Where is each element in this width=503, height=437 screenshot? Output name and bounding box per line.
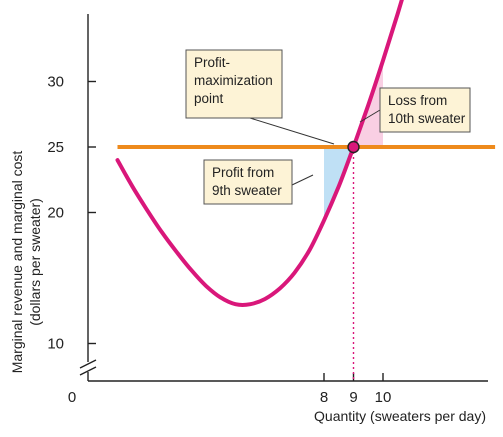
anno-profit-from-9th-sweater-text-0: Profit from xyxy=(212,165,274,180)
x-tick-label-8: 8 xyxy=(320,389,328,406)
x-ticks: 0 8 9 10 xyxy=(68,373,392,406)
profit-maximization-point-marker xyxy=(348,142,359,153)
anno-profit-maximization-point-text-2: point xyxy=(194,91,224,106)
mc-curve xyxy=(118,0,413,305)
anno-profit-maximization-point-text-0: Profit- xyxy=(194,55,230,70)
anno-profit-from-9th-sweater: Profit from 9th sweater xyxy=(204,160,313,204)
anno-profit-maximization-point-text-1: maximization xyxy=(194,73,273,88)
x-tick-label-0: 0 xyxy=(68,389,76,406)
y-axis-label-line-2: (dollars per sweater) xyxy=(27,198,43,326)
y-tick-label-25: 25 xyxy=(47,139,64,156)
y-tick-label-30: 30 xyxy=(47,74,64,91)
x-tick-label-10: 10 xyxy=(375,389,392,406)
y-tick-label-10: 10 xyxy=(47,336,64,353)
anno-profit-from-9th-sweater-leader xyxy=(292,175,313,185)
guide-lines xyxy=(348,142,359,382)
anno-loss-from-10th-sweater-text-1: 10th sweater xyxy=(388,111,466,126)
x-tick-label-9: 9 xyxy=(349,389,357,406)
y-tick-label-20: 20 xyxy=(47,205,64,222)
anno-profit-maximization-point-leader xyxy=(250,118,334,144)
x-axis-label: Quantity (sweaters per day) xyxy=(314,408,486,424)
anno-loss-from-10th-sweater-text-0: Loss from xyxy=(388,93,447,108)
anno-profit-from-9th-sweater-text-1: 9th sweater xyxy=(212,183,282,198)
anno-profit-maximization-point: Profit-maximization point xyxy=(186,50,334,144)
series-group: MCMR xyxy=(118,0,503,305)
y-axis-label-line-1: Marginal revenue and marginal cost xyxy=(9,151,25,374)
